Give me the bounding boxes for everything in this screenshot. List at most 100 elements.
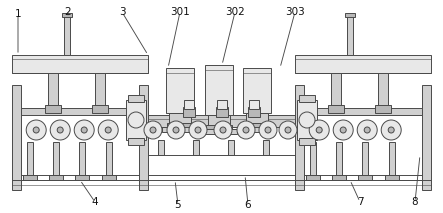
Circle shape: [259, 121, 277, 139]
Bar: [295, 85, 304, 190]
Bar: [64, 15, 70, 55]
Bar: [27, 142, 33, 175]
Bar: [23, 175, 37, 180]
Circle shape: [57, 127, 63, 133]
Bar: [295, 55, 431, 73]
Bar: [248, 107, 260, 117]
Bar: [336, 142, 342, 175]
Bar: [79, 142, 85, 175]
Bar: [162, 127, 198, 132]
Circle shape: [50, 120, 70, 140]
Bar: [306, 175, 320, 180]
Bar: [53, 142, 59, 175]
Circle shape: [144, 121, 162, 139]
Bar: [45, 105, 61, 113]
Bar: [166, 68, 194, 113]
Text: 5: 5: [175, 200, 181, 210]
Circle shape: [74, 120, 94, 140]
Bar: [49, 175, 63, 180]
Bar: [158, 140, 164, 155]
Bar: [299, 95, 315, 102]
Bar: [358, 175, 373, 180]
Circle shape: [243, 127, 249, 133]
Bar: [206, 125, 232, 131]
Text: 1: 1: [15, 9, 21, 19]
Bar: [310, 142, 316, 175]
Circle shape: [333, 120, 353, 140]
Circle shape: [265, 127, 271, 133]
Circle shape: [364, 127, 370, 133]
Bar: [205, 65, 233, 115]
Bar: [385, 175, 399, 180]
Text: 7: 7: [357, 197, 363, 207]
Bar: [389, 142, 395, 175]
Circle shape: [81, 127, 87, 133]
Text: 6: 6: [245, 200, 251, 210]
Circle shape: [316, 127, 322, 133]
Bar: [375, 105, 392, 113]
Bar: [93, 105, 109, 113]
Bar: [332, 175, 346, 180]
Bar: [347, 15, 353, 55]
Bar: [12, 85, 21, 190]
Bar: [304, 108, 422, 115]
Bar: [362, 142, 369, 175]
Circle shape: [340, 127, 346, 133]
Bar: [243, 68, 271, 113]
Circle shape: [357, 120, 377, 140]
Text: 3: 3: [119, 7, 125, 17]
Bar: [126, 100, 146, 140]
Bar: [62, 13, 72, 17]
Circle shape: [33, 127, 39, 133]
Bar: [21, 108, 139, 115]
Bar: [328, 105, 344, 113]
Bar: [184, 100, 194, 109]
Text: 8: 8: [412, 197, 418, 207]
Bar: [331, 73, 341, 108]
Bar: [167, 123, 193, 129]
Bar: [101, 175, 116, 180]
Circle shape: [167, 121, 185, 139]
Circle shape: [105, 127, 111, 133]
Bar: [239, 127, 275, 132]
Text: 303: 303: [285, 7, 305, 17]
Bar: [169, 113, 191, 125]
Circle shape: [128, 112, 144, 128]
Bar: [48, 73, 58, 108]
Bar: [193, 140, 199, 155]
Bar: [228, 140, 234, 155]
Bar: [216, 107, 228, 117]
Bar: [128, 138, 144, 145]
Bar: [139, 85, 148, 190]
Circle shape: [381, 120, 401, 140]
Text: 302: 302: [225, 7, 245, 17]
Bar: [75, 175, 89, 180]
Bar: [12, 55, 148, 73]
Circle shape: [220, 127, 226, 133]
Bar: [128, 95, 144, 102]
Bar: [249, 100, 259, 109]
Bar: [246, 113, 268, 125]
Bar: [217, 100, 227, 109]
Circle shape: [189, 121, 207, 139]
Text: 301: 301: [170, 7, 190, 17]
Text: 4: 4: [92, 197, 98, 207]
Bar: [106, 142, 112, 175]
Bar: [378, 73, 389, 108]
Circle shape: [279, 121, 297, 139]
Circle shape: [195, 127, 201, 133]
Bar: [422, 85, 431, 190]
Circle shape: [285, 127, 291, 133]
Bar: [95, 73, 105, 108]
Circle shape: [150, 127, 156, 133]
Bar: [297, 100, 317, 140]
Bar: [148, 115, 295, 127]
Circle shape: [388, 127, 394, 133]
Circle shape: [26, 120, 46, 140]
Bar: [299, 138, 315, 145]
Bar: [201, 129, 237, 134]
Bar: [208, 115, 230, 127]
Circle shape: [173, 127, 179, 133]
Circle shape: [309, 120, 329, 140]
Circle shape: [299, 112, 315, 128]
